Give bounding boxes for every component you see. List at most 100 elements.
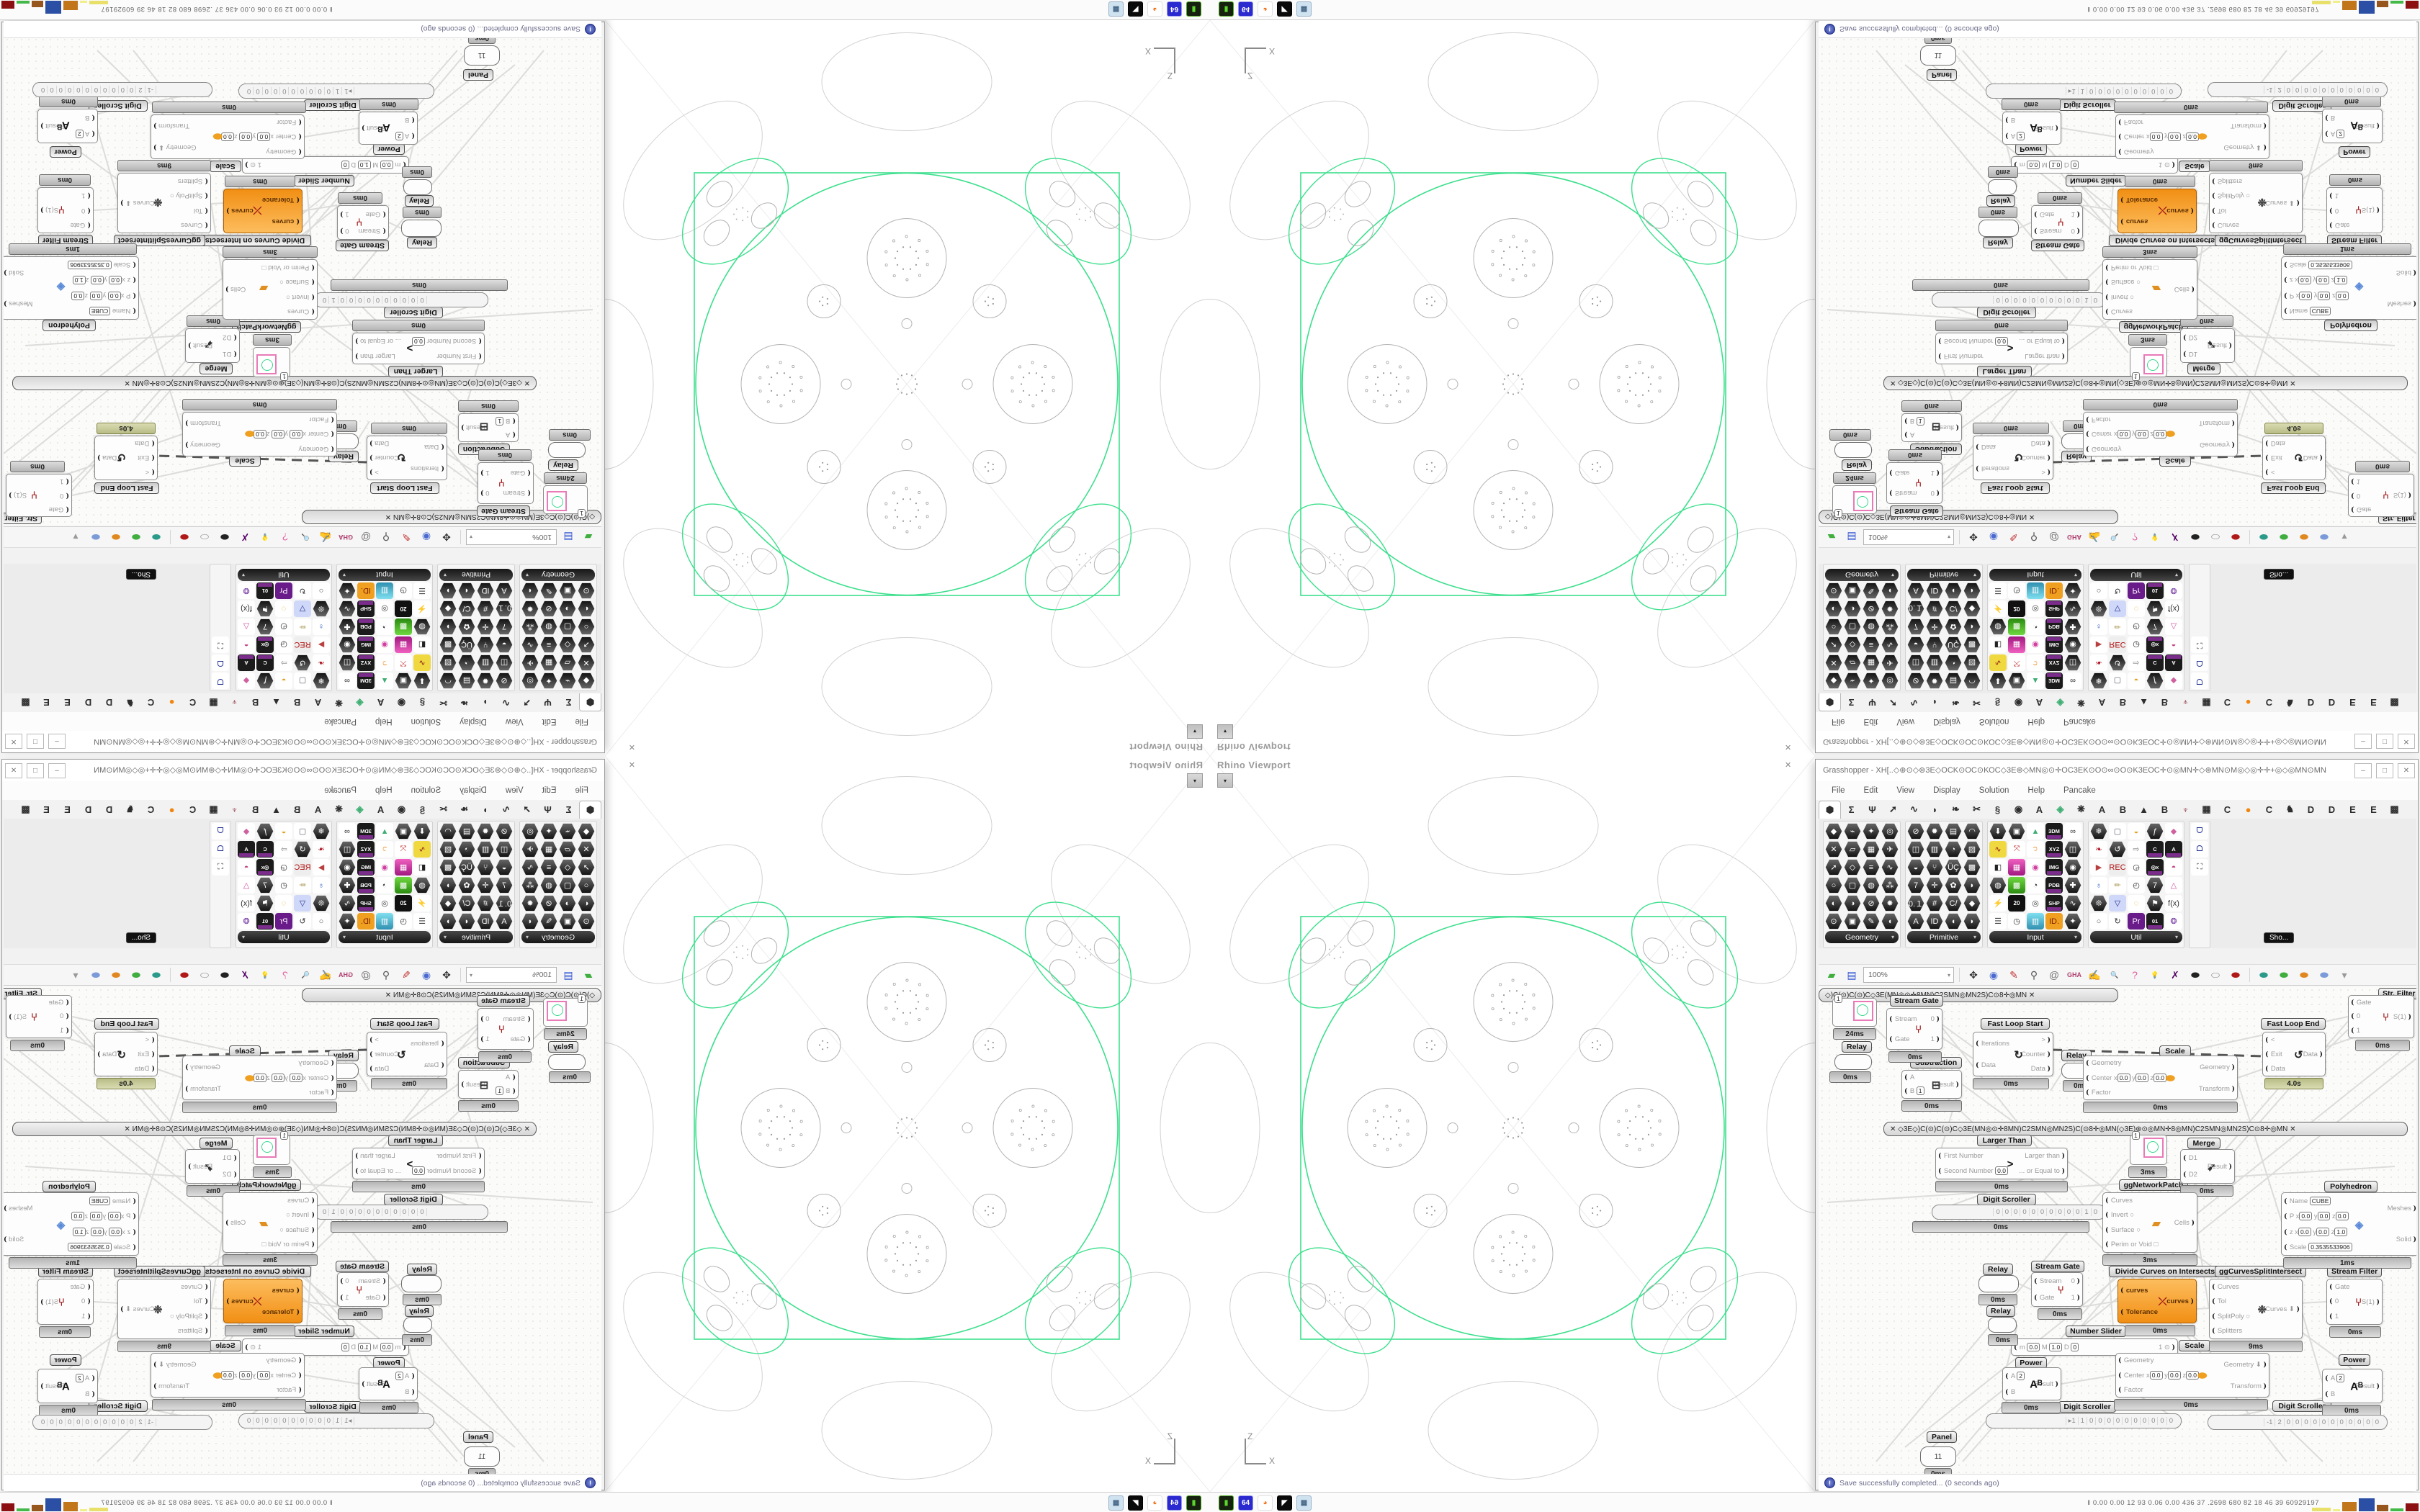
component-icon[interactable]: ✏ xyxy=(2109,618,2126,635)
node-label[interactable]: Fast Loop Start xyxy=(370,482,439,494)
magnifier-icon[interactable]: 🔍 xyxy=(2110,534,2119,541)
node-label[interactable]: Stream Gate xyxy=(1890,995,1943,1007)
category-tab-14[interactable]: B xyxy=(2119,697,2127,708)
category-tab-15[interactable]: ▲ xyxy=(272,804,281,815)
relay-node[interactable]: 11 xyxy=(1920,45,1956,66)
node-label[interactable]: Divide Curves on Intersects xyxy=(2109,1266,2221,1277)
component-icon[interactable]: A xyxy=(496,582,513,599)
component-icon[interactable]: ⛶ xyxy=(212,859,229,876)
node-label[interactable]: Fast Loop Start xyxy=(370,1018,439,1030)
component-icon[interactable]: ᗜ xyxy=(2191,823,2208,840)
component-icon[interactable]: ▦ xyxy=(395,859,412,876)
category-tab-6[interactable]: ❧ xyxy=(460,698,468,708)
menu-edit[interactable]: Edit xyxy=(542,786,557,795)
blob-teal-icon[interactable]: ⬬ xyxy=(152,968,161,981)
component-icon[interactable]: 20 xyxy=(395,600,412,617)
blob-mask-icon[interactable]: ⬭ xyxy=(2211,968,2220,981)
component-icon[interactable]: ▣ xyxy=(1844,913,1861,930)
component-icon[interactable]: f(x) xyxy=(2165,895,2182,912)
node-label[interactable]: Digit Scroller xyxy=(2272,1400,2331,1412)
component-icon[interactable]: 7 xyxy=(256,618,274,635)
palette-label-input[interactable]: Input ▾ xyxy=(339,931,431,943)
component-icon[interactable]: ▥ xyxy=(2027,582,2044,599)
component-icon[interactable]: ▲ xyxy=(376,672,393,689)
component-icon[interactable]: ◒ xyxy=(496,636,513,653)
relay-node[interactable] xyxy=(1978,220,2019,237)
component-icon[interactable]: ◎x xyxy=(256,859,274,876)
component-icon[interactable]: ⇨ xyxy=(275,841,292,858)
component-icon[interactable]: ᭡ xyxy=(2027,841,2044,858)
component-icon[interactable]: REC xyxy=(294,636,311,653)
menu-view[interactable]: View xyxy=(1896,717,1915,726)
component-icon[interactable]: ▥ xyxy=(1926,841,1943,858)
component-icon[interactable]: ◎ xyxy=(1881,823,1899,840)
component-node[interactable]: ( Iterations( Data > ) Counter ) Data ) ↻ xyxy=(1973,436,2053,480)
component-icon[interactable]: ᗝ xyxy=(2191,841,2208,858)
component-icon[interactable]: ↺ xyxy=(294,654,311,671)
open-file-icon[interactable]: ▰ xyxy=(1827,531,1836,544)
preview-eye-icon[interactable]: ◉ xyxy=(421,531,431,544)
component-icon[interactable]: PDB xyxy=(357,618,375,635)
component-icon[interactable]: ◍ xyxy=(413,618,431,635)
minimize-button[interactable]: – xyxy=(2354,734,2372,749)
category-tab-22[interactable]: ♞ xyxy=(125,804,135,814)
firefox-icon[interactable]: ◕ xyxy=(1147,1,1162,17)
node-label[interactable]: Relay xyxy=(1986,195,2016,207)
close-button[interactable]: ✕ xyxy=(2398,734,2415,749)
component-icon[interactable]: ▦ xyxy=(1863,841,1880,858)
component-node[interactable]: ( Curves( Invert ○( Surface ○( Perim or … xyxy=(2102,1192,2197,1253)
component-icon[interactable]: ⚡ xyxy=(413,895,431,912)
blob-mask-icon[interactable]: ⬭ xyxy=(2211,531,2220,544)
node-label[interactable]: Larger Than xyxy=(1977,1135,2032,1146)
component-icon[interactable]: ▤ xyxy=(458,823,475,840)
component-node[interactable]: ( Curves( Invert ○( Surface ○( Perim or … xyxy=(2102,259,2197,320)
component-icon[interactable]: ▦ xyxy=(2008,636,2025,653)
component-icon[interactable]: Pr xyxy=(275,913,292,930)
component-icon[interactable]: ☰ xyxy=(1989,582,2007,599)
component-icon[interactable]: ƒ xyxy=(256,672,274,689)
component-icon[interactable]: ◖ xyxy=(521,913,539,930)
component-icon[interactable]: ◔ xyxy=(458,841,475,858)
component-icon[interactable]: ⤧ xyxy=(395,654,412,671)
category-tab-11[interactable]: ◈ xyxy=(2056,698,2064,708)
component-icon[interactable]: △ xyxy=(238,618,255,635)
component-node[interactable]: ( Name CUBE( P x0.0 y0.0 z0.0( z x0.0 y0… xyxy=(4,1192,139,1256)
navigate-icon[interactable]: ✥ xyxy=(442,531,451,544)
component-icon[interactable]: ◉ xyxy=(339,859,356,876)
component-node[interactable]: ( Geometry( Center x0.0 y0.0 z0.0( Facto… xyxy=(151,1353,305,1398)
component-icon[interactable]: ◆ xyxy=(1825,823,1842,840)
category-tab-7[interactable]: ✂ xyxy=(439,698,447,708)
component-icon[interactable]: ◒ xyxy=(2128,823,2145,840)
patch-node[interactable]: 1 xyxy=(2130,1131,2167,1165)
category-tab-4[interactable]: ∿ xyxy=(1910,804,1918,814)
component-icon[interactable]: ▣ xyxy=(559,582,576,599)
component-icon[interactable]: A xyxy=(1907,582,1924,599)
lightbulb-icon[interactable]: 💡 xyxy=(261,534,269,541)
blob-red-icon[interactable]: ⬬ xyxy=(180,968,189,981)
category-tab-1[interactable]: Σ xyxy=(1848,697,1855,708)
component-icon[interactable]: ◐ xyxy=(578,600,595,617)
component-icon[interactable]: ▢ xyxy=(559,877,576,894)
palette-label-geometry[interactable]: Geometry ▾ xyxy=(521,569,595,581)
component-icon[interactable]: ▩ xyxy=(439,859,457,876)
component-icon[interactable]: ◆ xyxy=(439,600,457,617)
marker-icon[interactable]: ✎ xyxy=(402,968,411,981)
node-label[interactable]: ggNetworkPatch xyxy=(2119,321,2188,333)
node-label[interactable]: Merge xyxy=(2187,1138,2220,1149)
floppy-64-icon[interactable]: 64 xyxy=(1167,1495,1182,1511)
component-icon[interactable]: ◇ xyxy=(1844,636,1861,653)
component-node[interactable]: ( D1( D2 Result ) ➹ xyxy=(185,1149,240,1184)
component-icon[interactable]: ◎x xyxy=(256,636,274,653)
component-icon[interactable]: XYZ xyxy=(2045,654,2063,671)
palette-label-util[interactable]: Util ▾ xyxy=(238,569,330,581)
component-icon[interactable]: ⁂ xyxy=(1881,618,1899,635)
menu-file[interactable]: File xyxy=(575,786,588,795)
component-node[interactable]: ( Gate( 0( 1 S(1) ) ⑂ xyxy=(37,187,94,233)
component-icon[interactable]: ❧ xyxy=(313,654,330,671)
component-icon[interactable]: ◌ xyxy=(275,895,292,912)
component-icon[interactable]: ✛ xyxy=(1926,877,1943,894)
blob-mask-icon[interactable]: ⬭ xyxy=(200,968,209,981)
component-icon[interactable]: IMG xyxy=(2045,859,2063,876)
component-icon[interactable]: ○ xyxy=(2090,913,2107,930)
